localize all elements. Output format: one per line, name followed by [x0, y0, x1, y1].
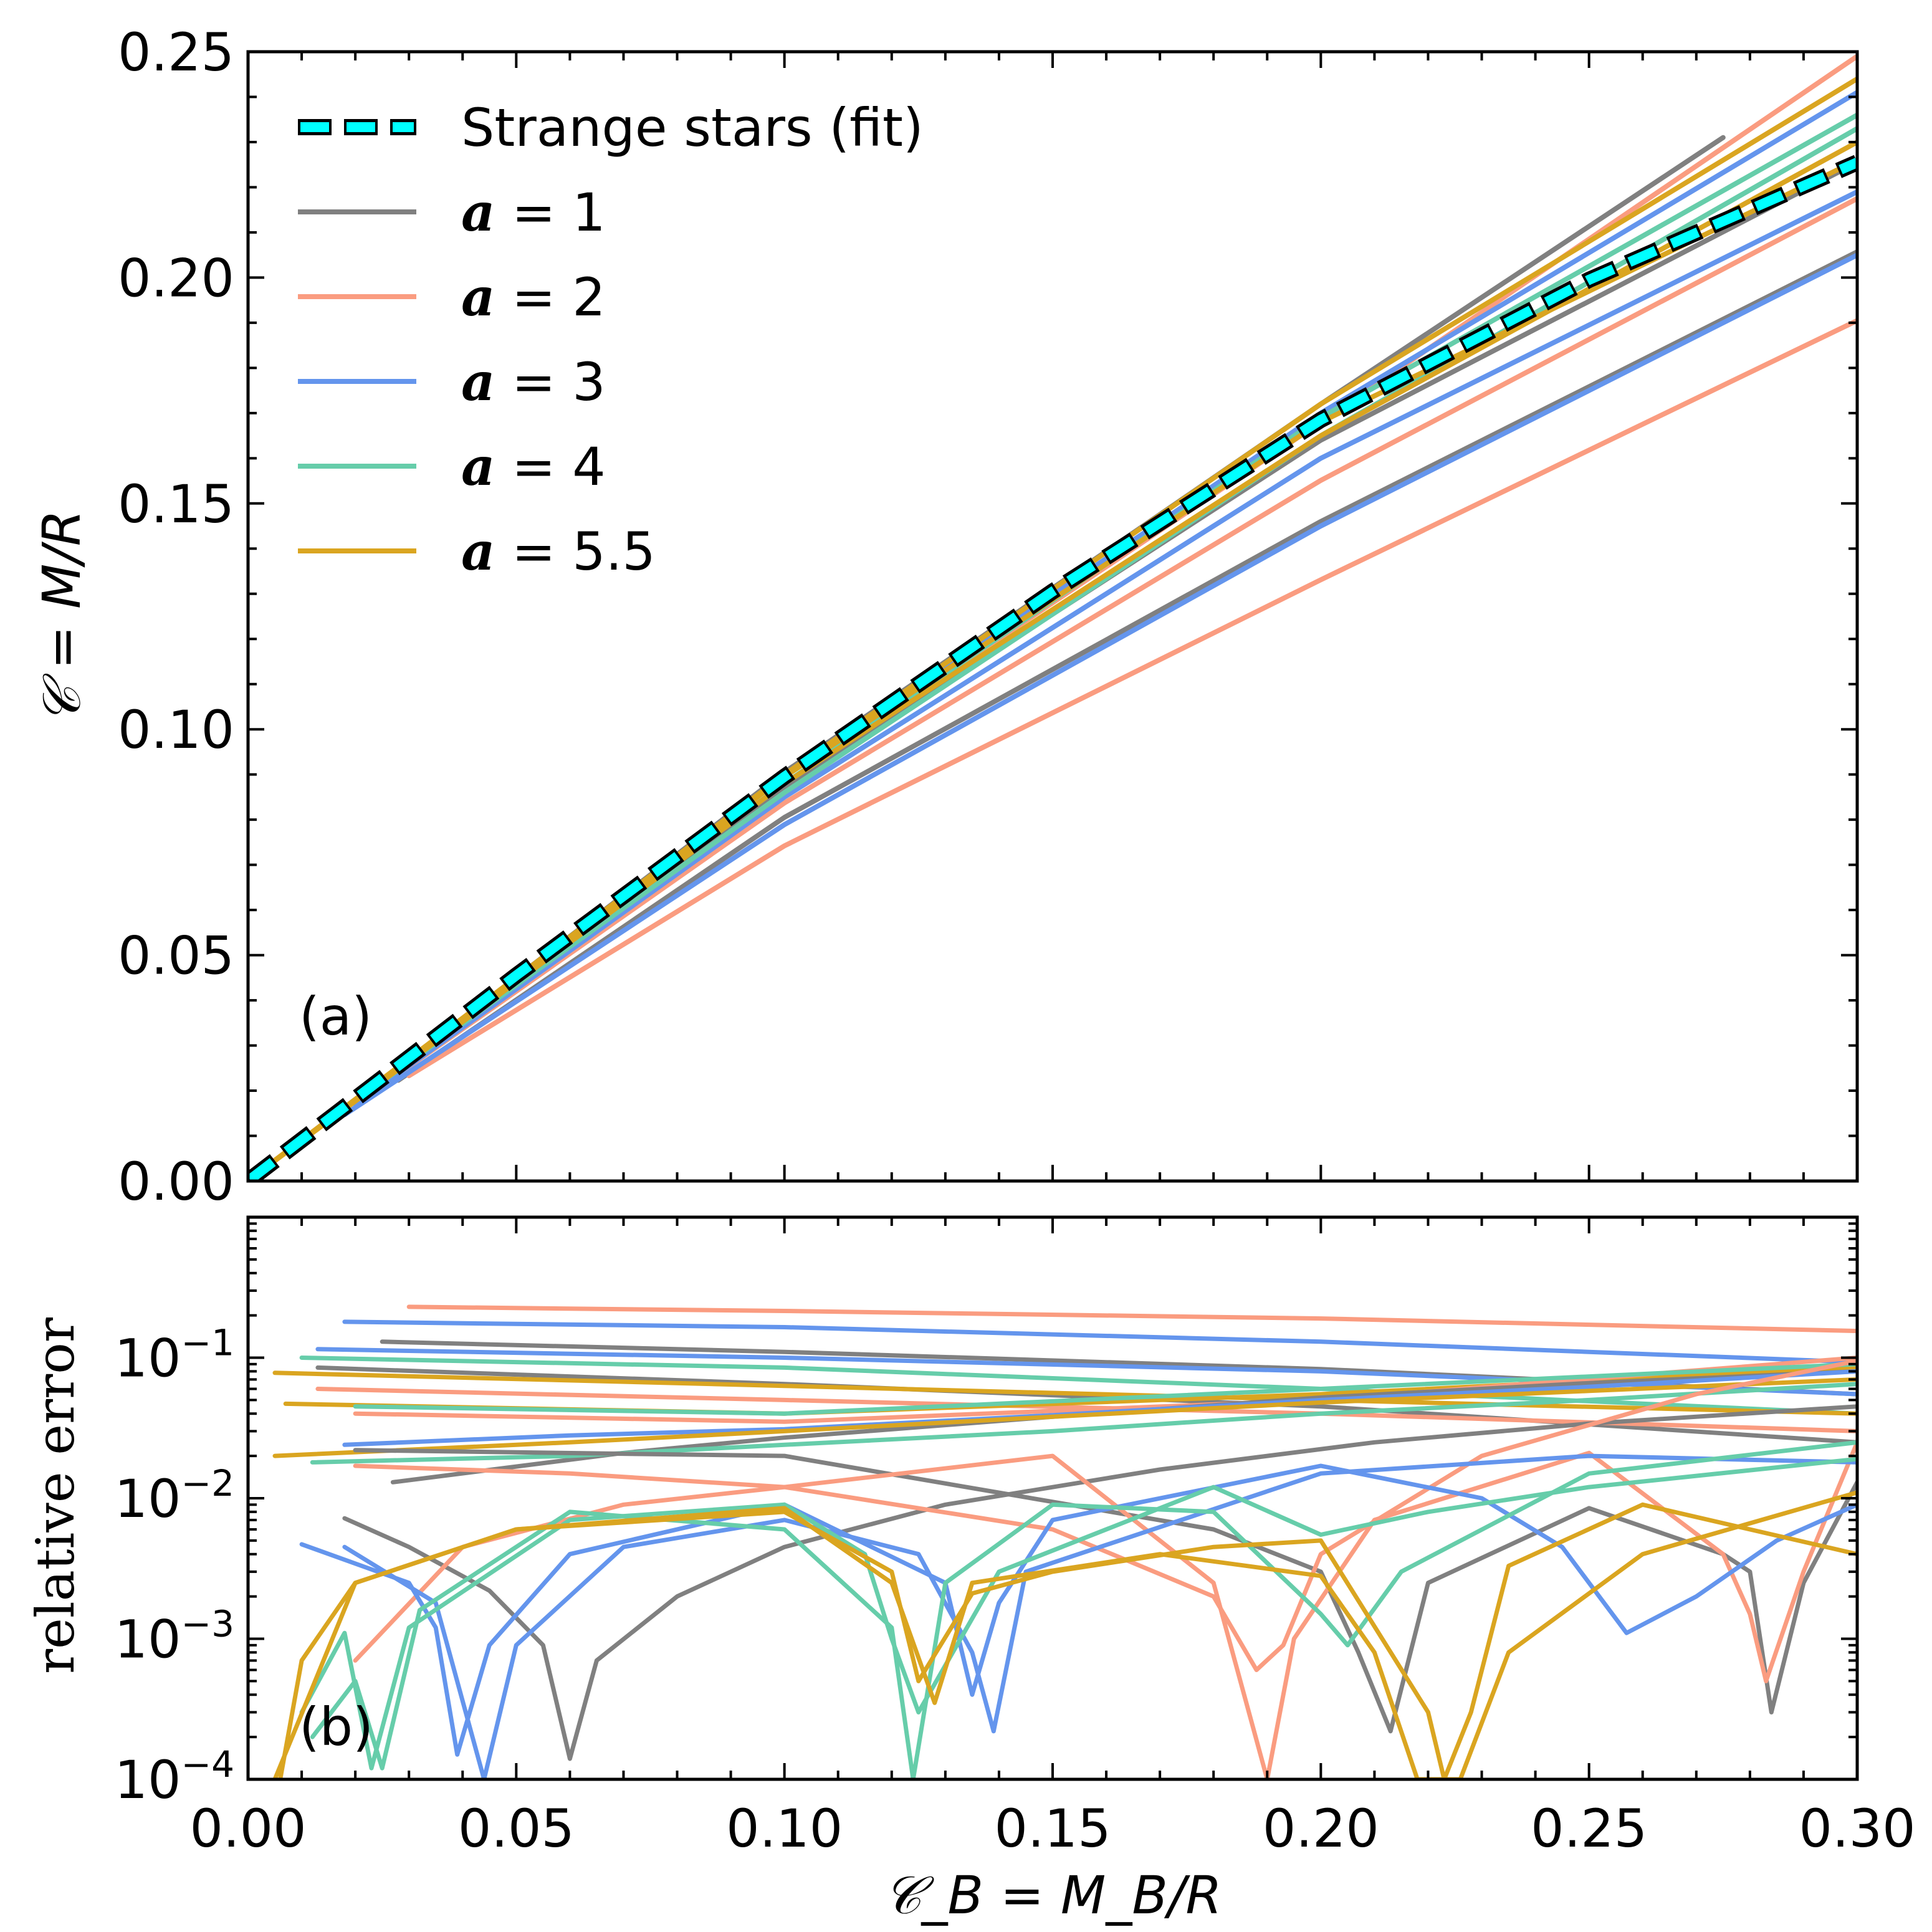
legend-label-fit: Strange stars (fit) — [461, 97, 924, 158]
panel-b-frame — [246, 1215, 1859, 1781]
legend-label-a55: a = 5.5 — [461, 520, 656, 582]
legend-label-a2: a = 2 — [461, 266, 606, 328]
panel-a-ylabel: 𝒞 = M/R — [31, 510, 92, 724]
panel-a-ytick-label: 0.10 — [118, 699, 234, 760]
panel-a-line-8 — [353, 189, 1857, 1107]
panel-a-ticks: 0.00 0.05 0.10 0.15 0.20 0.25 — [118, 22, 1858, 1212]
panel-b-ytick-label: 10−3 — [115, 1603, 234, 1670]
panel-b-line-17 — [353, 1448, 1857, 1734]
panel-b-line-18 — [353, 1440, 1857, 1779]
panel-a: 0.00 0.05 0.10 0.15 0.20 0.25 (a) 𝒞 = M/R Str… — [31, 22, 1859, 1212]
panel-a-label: (a) — [299, 986, 372, 1047]
legend-label-a1: a = 1 — [461, 181, 606, 243]
panel-b-ticks: 0.00 0.05 0.10 0.15 0.20 0.25 0.30 10−1 10−2 10−3… — [115, 1216, 1916, 1859]
panel-a-ytick-label: 0.25 — [118, 22, 234, 83]
x-tick-label: 0.20 — [1263, 1798, 1379, 1859]
legend-label-a4: a = 4 — [461, 436, 606, 497]
legend-label-a3: a = 3 — [461, 351, 606, 413]
panel-b-line-20 — [299, 1463, 1857, 1757]
x-tick-label: 0.15 — [994, 1798, 1111, 1859]
panel-b-ylabel: relative error — [25, 1317, 86, 1674]
panel-b-line-23 — [310, 1440, 1857, 1779]
panel-a-ytick-label: 0.05 — [118, 925, 234, 987]
legend: Strange stars (fit) a = 1 a = 2 a = 3 a … — [298, 97, 924, 582]
panel-b-line-8 — [272, 1370, 1857, 1416]
x-tick-label: 0.25 — [1531, 1798, 1647, 1859]
panel-b-line-11 — [353, 1362, 1857, 1416]
panel-b-line-10 — [353, 1356, 1857, 1424]
panel-b: 0.00 0.05 0.10 0.15 0.20 0.25 0.30 10−1 10−2 10−3… — [25, 1215, 1916, 1926]
x-tick-label: 0.30 — [1799, 1798, 1915, 1859]
panel-a-ytick-label: 0.00 — [118, 1151, 234, 1212]
x-tick-label: 0.05 — [458, 1798, 575, 1859]
panel-b-line-16 — [342, 1404, 1857, 1761]
panel-a-line-7 — [342, 252, 1857, 1117]
panel-b-line-1 — [406, 1304, 1857, 1334]
x-axis-label: 𝒞_B = M_B/R — [883, 1865, 1222, 1926]
panel-b-ytick-label: 10−2 — [115, 1462, 234, 1529]
panel-b-line-19 — [353, 1359, 1857, 1672]
x-tick-label: 0.00 — [189, 1798, 306, 1859]
panel-a-line-3 — [396, 249, 1857, 1083]
panel-a-fit-line — [248, 158, 1857, 1181]
panel-b-ytick-label: 10−4 — [115, 1743, 234, 1810]
x-tick-label: 0.10 — [726, 1798, 843, 1859]
panel-a-ytick-label: 0.20 — [118, 247, 234, 308]
panel-b-series — [272, 1304, 1857, 1779]
panel-a-frame — [246, 50, 1859, 1183]
panel-a-series — [248, 54, 1857, 1181]
panel-a-line-4 — [406, 318, 1857, 1079]
panel-b-label: (b) — [299, 1696, 373, 1757]
panel-b-line-14 — [310, 1382, 1857, 1465]
panel-b-line-2 — [342, 1319, 1857, 1365]
panel-a-ytick-label: 0.15 — [118, 474, 234, 535]
panel-b-ytick-label: 10−1 — [115, 1322, 234, 1389]
panel-b-line-15 — [272, 1377, 1857, 1458]
panel-b-line-21 — [342, 1453, 1857, 1779]
panel-b-line-25 — [272, 1490, 1857, 1779]
